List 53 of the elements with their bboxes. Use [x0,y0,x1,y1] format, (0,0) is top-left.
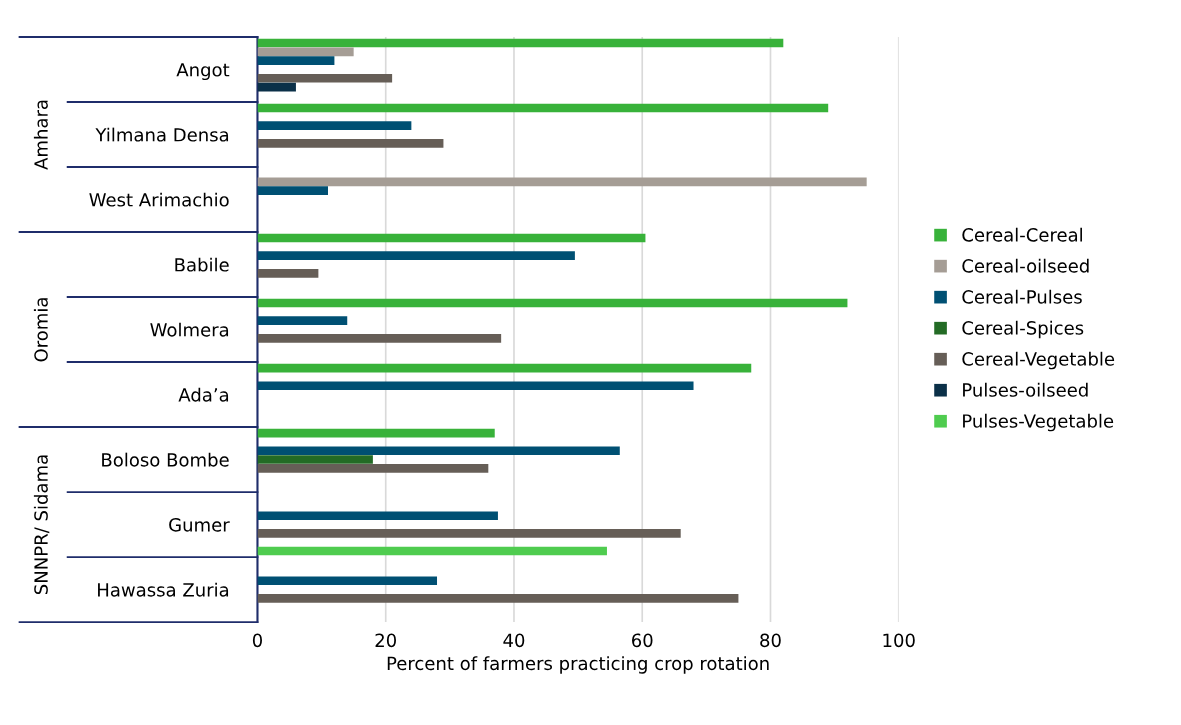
bar [257,381,694,391]
bar [257,446,620,456]
bar [257,233,646,243]
y-tick-label: West Arimachio [89,192,229,207]
y-tick-label: Hawassa Zuria [98,582,229,597]
y-tick-label: Babile [175,257,229,272]
bar [257,511,498,521]
bar [257,594,739,603]
bar [257,73,393,83]
legend-label: Cereal-Spices [962,320,1084,339]
bar [257,47,354,57]
x-tick-label: 0 [252,633,262,648]
bar [257,177,867,187]
y-tick-label: Yilmana Densa [95,127,229,142]
bar [257,298,848,308]
x-tick-label: 40 [503,633,525,648]
y-tick-label: Gumer [169,518,230,532]
legend-label: Cereal-Pulses [962,289,1082,304]
text: Oromia [33,298,48,362]
bar [257,464,489,473]
legend-label: Cereal-Cereal [962,227,1082,242]
bar [257,316,348,326]
x-tick-label: 60 [632,633,653,648]
x-tick-label: 20 [375,633,396,648]
text: SNNPR/ Sidama [33,455,50,595]
y-tick-label: Ada’a [178,387,229,402]
x-tick-label: 80 [760,633,781,648]
y-tick-label: Boloso Bombe [102,452,229,467]
bar [257,576,438,586]
x-axis-title: Percent of farmers practicing crop rotation [387,656,769,674]
bar [257,251,575,260]
bar [257,428,495,438]
bar [257,82,296,92]
bar [257,529,681,538]
bar [257,363,752,373]
y-tick-label: Angot [176,63,230,81]
legend-label: Cereal-Vegetable [962,351,1115,370]
bar [257,455,373,464]
y-tick-label: Wolmera [150,322,229,337]
bar [257,121,412,130]
bar [257,38,784,48]
x-tick-label: 100 [883,633,915,648]
bar [257,56,335,65]
bar [257,546,607,556]
legend-label: Cereal-oilseed [962,258,1089,273]
bar [257,103,829,113]
legend-label: Pulses-oilseed [963,382,1088,397]
bar [257,186,328,195]
bar [257,138,444,148]
text: Amhara [33,100,48,170]
bar [257,269,319,278]
bar [257,334,502,343]
legend-label: Pulses-Vegetable [963,413,1114,432]
